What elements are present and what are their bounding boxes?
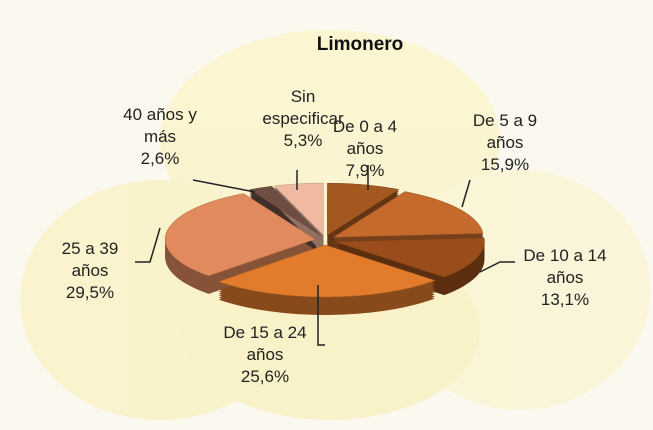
chart: Limonero De 0 a 4 años7,9%De 5 a 9 años1… [0,0,653,430]
value-label: 7,9% [305,160,425,182]
category-label: De 10 a 14 años [505,245,625,289]
value-label: 13,1% [505,289,625,311]
category-label: 40 años y más [100,104,220,148]
value-label: 25,6% [205,366,325,388]
category-label: Sin especificar [243,86,363,130]
category-label: De 5 a 9 años [445,110,565,154]
category-label: De 15 a 24 años [205,322,325,366]
value-label: 5,3% [243,130,363,152]
value-label: 2,6% [100,148,220,170]
category-label: 25 a 39 años [30,238,150,282]
value-label: 29,5% [30,282,150,304]
value-label: 15,9% [445,154,565,176]
